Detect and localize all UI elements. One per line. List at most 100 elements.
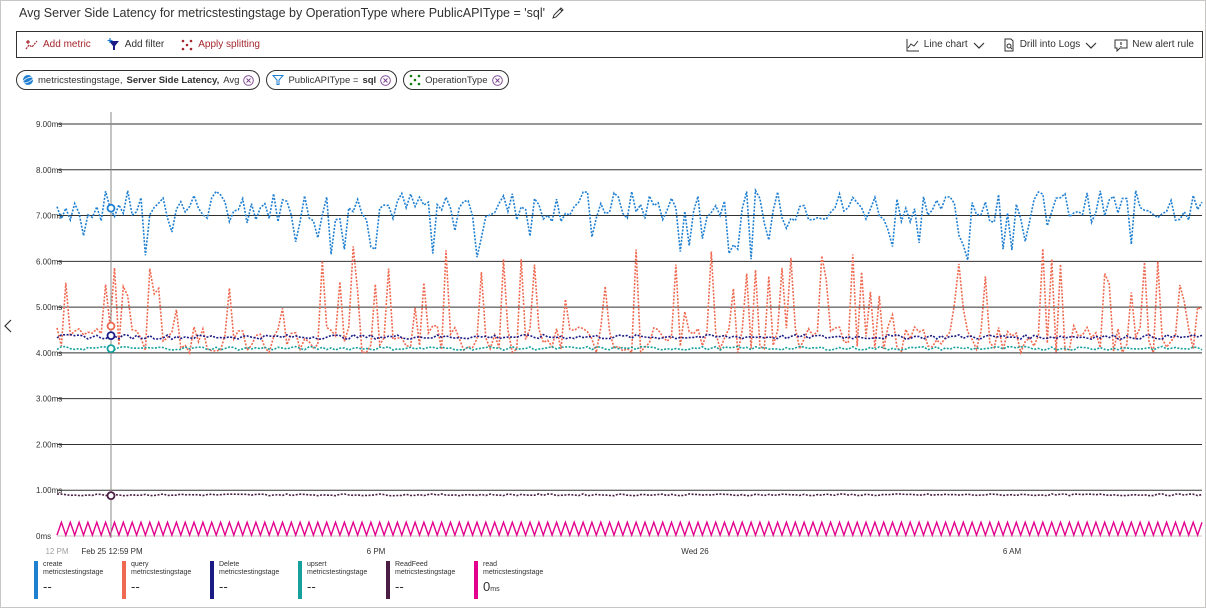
legend-color-swatch <box>298 561 302 599</box>
legend-color-swatch <box>386 561 390 599</box>
legend-resource: metricstestingstage <box>307 569 368 576</box>
metric-name: Server Side Latency, <box>126 74 220 86</box>
y-tick-label: 2.00ms <box>36 440 62 449</box>
split-label: OperationType <box>425 74 488 86</box>
legend-text: Delete metricstestingstage -- <box>219 561 279 599</box>
title-row: Avg Server Side Latency for metricstesti… <box>19 5 565 21</box>
add-metric-button[interactable]: Add metric <box>17 32 99 57</box>
close-icon[interactable] <box>380 74 391 86</box>
legend-resource: metricstestingstage <box>43 569 104 576</box>
legend-value-number: -- <box>307 579 316 594</box>
legend-value: -- <box>43 579 103 595</box>
legend-series-name: query <box>131 561 149 568</box>
legend-value: -- <box>131 579 191 595</box>
new-alert-button[interactable]: New alert rule <box>1106 32 1202 57</box>
x-tick-label: Wed 26 <box>681 547 709 556</box>
y-tick-label: 7.00ms <box>36 212 62 221</box>
legend-item-read[interactable]: read metricstestingstage 0ms <box>474 561 562 599</box>
new-alert-icon <box>1114 39 1128 52</box>
add-filter-icon <box>107 37 119 50</box>
pill-row: metricstestingstage, Server Side Latency… <box>16 70 509 90</box>
y-tick-label: 8.00ms <box>36 166 62 175</box>
legend-text: ReadFeed metricstestingstage -- <box>395 561 455 599</box>
line-chart-button[interactable]: Line chart <box>898 32 994 57</box>
metric-agg: Avg <box>223 74 240 86</box>
chart-title[interactable]: Avg Server Side Latency for metricstesti… <box>19 6 545 20</box>
filter-icon <box>272 75 285 85</box>
x-tick-label: 6 AM <box>1003 547 1022 556</box>
series-line-create <box>56 187 1203 261</box>
legend-series-name: Delete <box>219 561 240 568</box>
new-alert-label: New alert rule <box>1132 39 1194 50</box>
chevron-left-icon[interactable] <box>2 318 14 334</box>
metric-resource: metricstestingstage, <box>38 74 123 86</box>
legend-resource: metricstestingstage <box>219 569 280 576</box>
legend-series-name: upsert <box>307 561 327 568</box>
legend-value-number: -- <box>131 579 140 594</box>
add-metric-label: Add metric <box>43 39 91 50</box>
close-icon[interactable] <box>243 74 255 86</box>
close-icon[interactable] <box>491 74 503 86</box>
apply-splitting-label: Apply splitting <box>198 39 260 50</box>
legend-item-readfeed[interactable]: ReadFeed metricstestingstage -- <box>386 561 474 599</box>
legend-value-number: 0 <box>483 579 491 594</box>
legend-resource: metricstestingstage <box>395 569 456 576</box>
legend-series-name: read <box>483 561 498 568</box>
legend-value-number: -- <box>219 579 228 594</box>
series-line-upsert <box>56 345 1203 352</box>
line-chart-label: Line chart <box>923 39 968 50</box>
legend-item-query[interactable]: query metricstestingstage -- <box>122 561 210 599</box>
apply-splitting-icon <box>181 39 193 50</box>
cursor-marker-delete <box>106 331 116 341</box>
pencil-icon[interactable] <box>551 6 565 20</box>
filter-pill[interactable]: PublicAPIType = sql <box>266 70 398 90</box>
legend-color-swatch <box>210 561 214 599</box>
y-tick-label: 3.00ms <box>36 395 62 404</box>
legend-item-upsert[interactable]: upsert metricstestingstage -- <box>298 561 386 599</box>
y-tick-label: 4.00ms <box>36 349 62 358</box>
legend-text: read metricstestingstage 0ms <box>483 561 543 599</box>
toolbar: Add metric Add filter Apply splitting Li… <box>16 31 1203 58</box>
legend-resource: metricstestingstage <box>483 569 544 576</box>
legend-value-unit: ms <box>490 586 500 593</box>
legend-value: -- <box>307 579 367 595</box>
cursor-marker-upsert <box>106 344 116 354</box>
cursor-marker-readfeed <box>106 491 116 501</box>
add-filter-button[interactable]: Add filter <box>99 32 172 57</box>
split-icon <box>409 74 421 86</box>
legend-resource: metricstestingstage <box>131 569 192 576</box>
legend-value-number: -- <box>395 579 404 594</box>
y-tick-label: 0ms <box>36 532 51 541</box>
chevron-down-icon <box>1085 42 1097 49</box>
legend-value-number: -- <box>43 579 52 594</box>
y-tick-label: 1.00ms <box>36 486 62 495</box>
add-metric-icon <box>25 39 38 49</box>
legend-item-create[interactable]: create metricstestingstage -- <box>34 561 122 599</box>
legend-series-name: create <box>43 561 63 568</box>
x-tick-label: 6 PM <box>367 547 386 556</box>
y-tick-label: 5.00ms <box>36 303 62 312</box>
latency-line-chart: 0ms 1.00ms 2.00ms 3.00ms 4.00ms 5.00ms 6.00ms 7… <box>36 112 1203 556</box>
legend-color-swatch <box>122 561 126 599</box>
legend-text: create metricstestingstage -- <box>43 561 103 599</box>
drill-logs-label: Drill into Logs <box>1019 39 1081 50</box>
legend-color-swatch <box>474 561 478 599</box>
apply-splitting-button[interactable]: Apply splitting <box>172 32 268 57</box>
legend-value: -- <box>395 579 455 595</box>
cosmos-icon <box>22 75 34 85</box>
legend-color-swatch <box>34 561 38 599</box>
legend-series-name: ReadFeed <box>395 561 428 568</box>
series-line-read <box>56 520 1203 538</box>
drill-logs-button[interactable]: Drill into Logs <box>994 32 1107 57</box>
chevron-down-icon <box>973 42 985 49</box>
y-tick-label: 9.00ms <box>36 120 62 129</box>
series-line-delete <box>56 333 1203 341</box>
x-tick-label: 12 PM <box>45 547 68 556</box>
split-pill[interactable]: OperationType <box>403 70 509 90</box>
cursor-time-label: Feb 25 12:59 PM <box>81 547 143 556</box>
metric-pill[interactable]: metricstestingstage, Server Side Latency… <box>16 70 261 90</box>
add-filter-label: Add filter <box>124 39 165 50</box>
legend-text: upsert metricstestingstage -- <box>307 561 367 599</box>
chart-legend: create metricstestingstage -- query metricst… <box>34 561 562 601</box>
legend-item-delete[interactable]: Delete metricstestingstage -- <box>210 561 298 599</box>
